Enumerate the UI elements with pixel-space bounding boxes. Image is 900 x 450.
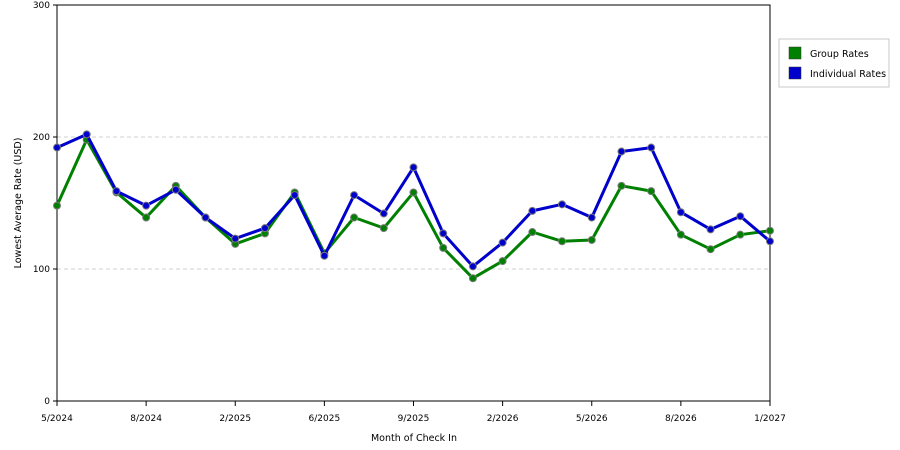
data-point (766, 237, 774, 246)
data-point (676, 230, 685, 239)
series-individual-rates (53, 130, 774, 271)
data-point (53, 143, 61, 152)
data-point (528, 228, 537, 237)
legend: Group Rates Individual Rates (778, 38, 890, 88)
data-point (736, 212, 745, 221)
data-point (498, 238, 507, 247)
data-point (201, 213, 210, 222)
data-point (587, 235, 596, 244)
series-group-rates (53, 135, 774, 283)
legend-label-group-rates: Group Rates (810, 49, 869, 60)
x-tick-label: 8/2026 (665, 414, 697, 424)
legend-label-individual-rates: Individual Rates (810, 69, 886, 80)
y-tick-label: 0 (44, 397, 50, 407)
data-point (379, 209, 388, 218)
data-point (498, 257, 507, 266)
x-tick-label: 1/2027 (754, 414, 786, 424)
x-tick-label: 2/2026 (487, 414, 519, 424)
data-point (617, 147, 626, 156)
data-point (647, 143, 656, 152)
data-point (558, 237, 567, 246)
data-point (528, 206, 537, 215)
data-point (112, 187, 121, 196)
data-point (231, 234, 240, 243)
x-tick-label: 6/2025 (309, 414, 341, 424)
data-point (82, 130, 91, 139)
data-point (468, 262, 477, 271)
y-axis-ticks: 0 100 200 300 (33, 1, 57, 407)
data-point (736, 230, 745, 239)
x-axis-title: Month of Check In (371, 433, 457, 444)
x-axis-ticks: 5/2024 8/2024 2/2025 6/2025 9/2025 2/2026 5/20… (41, 401, 786, 424)
data-point (439, 229, 448, 238)
data-point (350, 191, 359, 200)
data-point (617, 181, 626, 190)
data-point (142, 201, 151, 210)
data-point (290, 191, 299, 200)
legend-swatch-group-rates (788, 46, 802, 60)
y-axis-title: Lowest Average Rate (USD) (13, 138, 24, 269)
data-point (676, 208, 685, 217)
x-tick-label: 9/2025 (398, 414, 430, 424)
series-lines (53, 130, 774, 283)
plot-area-border (56, 4, 771, 402)
data-point (468, 274, 477, 283)
data-point (53, 201, 61, 210)
x-tick-label: 8/2024 (130, 414, 162, 424)
data-point (647, 187, 656, 196)
y-tick-label: 200 (33, 133, 50, 143)
data-point (587, 213, 596, 222)
x-tick-label: 5/2024 (41, 414, 73, 424)
data-point (409, 163, 418, 172)
data-point (260, 224, 269, 233)
x-tick-label: 5/2026 (576, 414, 608, 424)
series-line (55, 138, 771, 280)
data-point (766, 226, 774, 235)
data-point (320, 251, 329, 260)
data-point (409, 188, 418, 197)
data-point (558, 200, 567, 209)
data-point (706, 225, 715, 234)
data-point (379, 224, 388, 233)
data-point (350, 213, 359, 222)
grid-lines (57, 136, 770, 270)
y-tick-label: 100 (33, 265, 50, 275)
data-point (171, 185, 180, 194)
x-tick-label: 2/2025 (219, 414, 251, 424)
legend-swatch-individual-rates (788, 66, 802, 80)
data-point (439, 243, 448, 252)
y-tick-label: 300 (33, 1, 50, 11)
data-point (706, 245, 715, 254)
data-point (142, 213, 151, 222)
